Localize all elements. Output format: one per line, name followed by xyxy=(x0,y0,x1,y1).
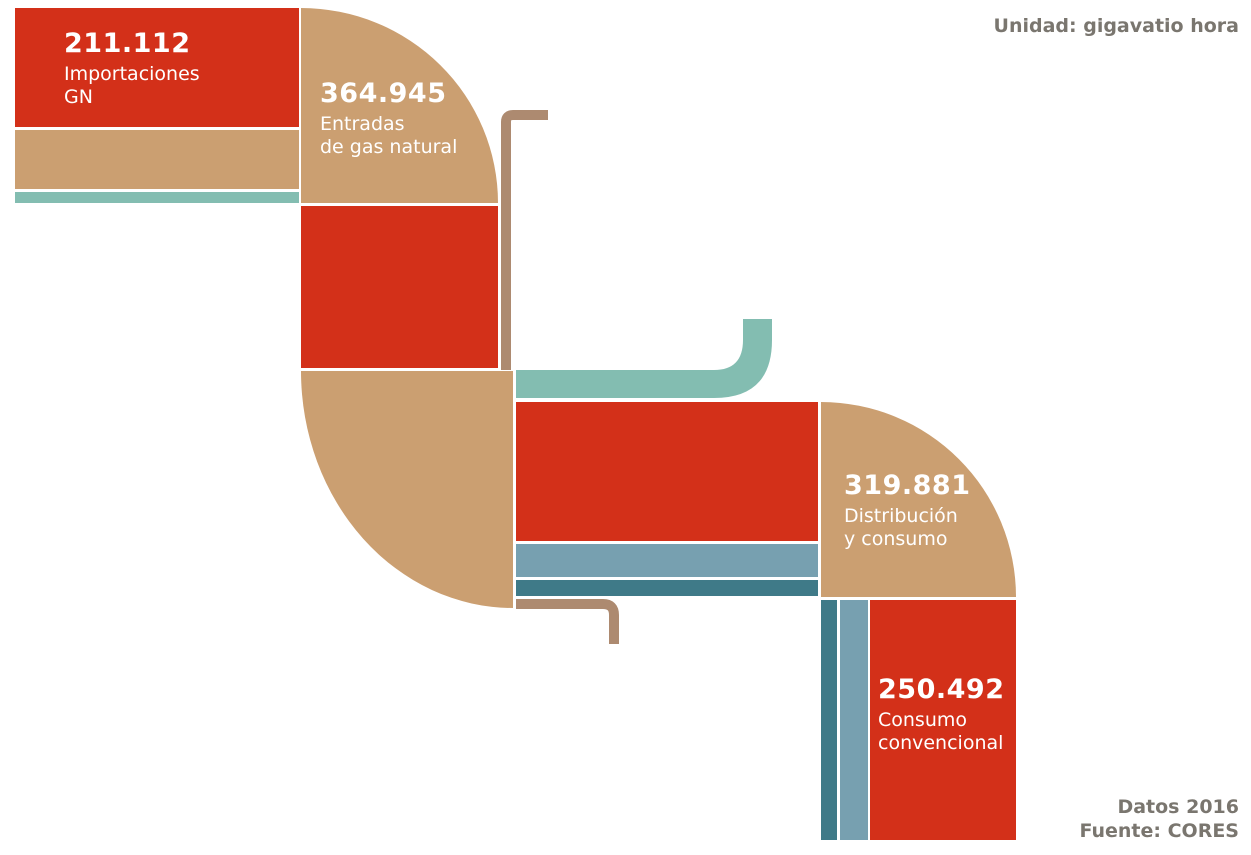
importaciones-band xyxy=(15,8,299,127)
consumo-text-2: convencional xyxy=(878,732,1004,754)
light-teal-pipe xyxy=(516,319,772,398)
distribucion-text-1: Distribución xyxy=(844,505,958,527)
importaciones-label: 211.112 Importaciones GN xyxy=(64,28,200,109)
importaciones-vertical-band xyxy=(301,206,498,368)
importaciones-mid-band xyxy=(516,402,818,541)
importaciones-text-2: GN xyxy=(64,86,93,108)
brown-pipe-hook-bottom xyxy=(516,599,619,644)
consumo-label: 250.492 Consumo convencional xyxy=(878,674,1004,755)
entradas-text-1: Entradas xyxy=(320,113,405,135)
distribucion-label: 319.881 Distribución y consumo xyxy=(844,470,970,551)
distribucion-value: 319.881 xyxy=(844,470,971,501)
importaciones-value: 211.112 xyxy=(64,28,191,59)
steel-blue-bottom-band xyxy=(840,600,868,840)
entradas-text-2: de gas natural xyxy=(320,136,458,158)
dark-teal-mid-band xyxy=(516,580,818,596)
source-note: Fuente: CORES xyxy=(1079,820,1239,842)
consumo-value: 250.492 xyxy=(878,674,1005,705)
distribucion-elbow xyxy=(821,402,1016,597)
consumo-text-1: Consumo xyxy=(878,709,968,731)
data-year-note: Datos 2016 xyxy=(1117,796,1239,818)
consumo-band xyxy=(870,600,1016,840)
unit-note: Unidad: gigavatio hora xyxy=(993,15,1239,37)
steel-blue-mid-band xyxy=(516,544,818,577)
entradas-elbow xyxy=(301,8,498,203)
distribucion-text-2: y consumo xyxy=(844,528,948,550)
gas-natural-band-top xyxy=(15,130,299,189)
dark-teal-bottom-band xyxy=(821,600,837,840)
light-teal-band-top xyxy=(15,192,299,203)
gas-natural-lower-elbow xyxy=(301,371,513,608)
importaciones-text-1: Importaciones xyxy=(64,63,200,85)
entradas-value: 364.945 xyxy=(320,78,447,109)
entradas-label: 364.945 Entradas de gas natural xyxy=(320,78,457,159)
brown-pipe-hook-top xyxy=(501,110,548,370)
